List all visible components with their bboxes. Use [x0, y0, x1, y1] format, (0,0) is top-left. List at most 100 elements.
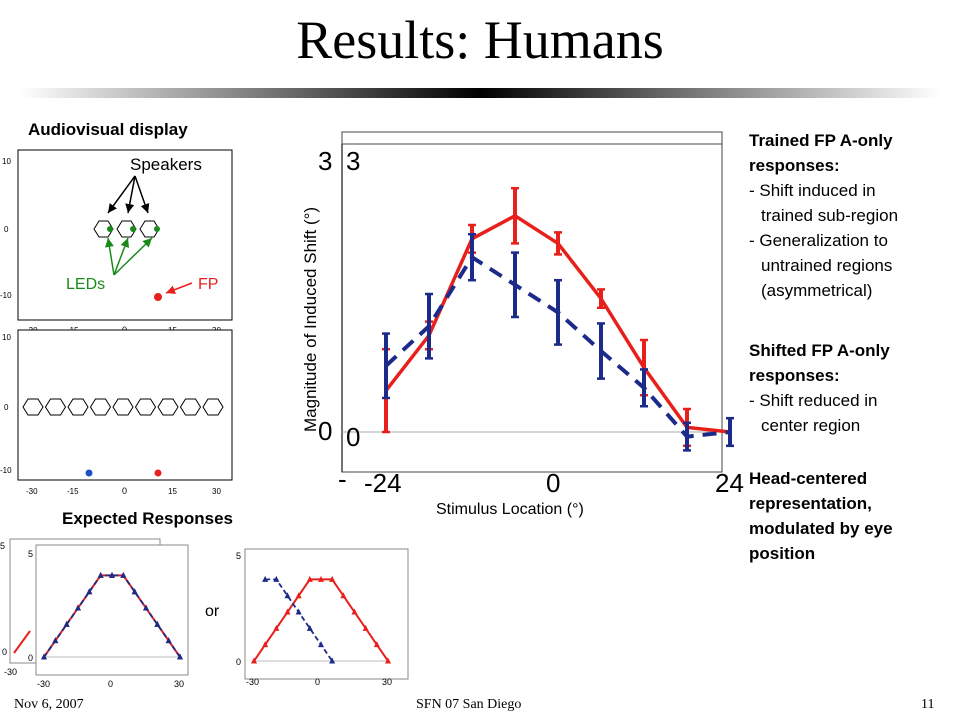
dash-mark: -	[338, 464, 347, 494]
shifted-bullet-1b: center region	[761, 416, 861, 435]
svg-text:0: 0	[108, 679, 113, 689]
data-marker	[52, 637, 59, 644]
xtick-right: 24	[715, 468, 744, 498]
svg-text:-30: -30	[37, 679, 50, 689]
fp-arrow	[165, 282, 193, 294]
data-marker	[262, 641, 269, 648]
svg-text:5: 5	[0, 541, 5, 551]
xtick: 0	[122, 486, 127, 496]
slide-title: Results: Humans	[296, 10, 664, 70]
ytick-mid: 0	[4, 225, 9, 234]
data-marker	[318, 641, 324, 648]
xtick: -30	[26, 487, 38, 496]
ytick-3: 3	[318, 146, 332, 176]
trained-bullet-2c: (asymmetrical)	[761, 281, 873, 300]
ytick-0-inner: 0	[346, 422, 360, 452]
data-marker	[340, 592, 347, 599]
data-marker	[273, 575, 280, 582]
x-axis-label: Stimulus Location (°)	[436, 501, 584, 518]
led-arrow	[113, 237, 153, 276]
fp-label: FP	[198, 276, 219, 293]
display-panel-bottom	[17, 329, 233, 481]
data-marker	[165, 637, 172, 644]
data-marker	[329, 657, 336, 664]
data-marker	[154, 620, 161, 627]
data-marker	[75, 604, 81, 611]
data-marker	[373, 641, 380, 648]
ytick-bottom: -10	[0, 291, 12, 300]
svg-text:-30: -30	[246, 677, 259, 687]
speaker-icon	[202, 398, 224, 416]
speakers-label: Speakers	[130, 155, 202, 174]
footer-conference: SFN 07 San Diego	[416, 697, 522, 712]
y-axis-label: Magnitude of Induced Shift (°)	[301, 207, 320, 432]
ytick-3-inner: 3	[346, 146, 360, 176]
trained-bullet-1: - Shift induced in	[749, 181, 876, 200]
footer-page-number: 11	[921, 697, 935, 712]
fixation-point	[154, 293, 162, 301]
data-marker	[86, 588, 93, 595]
display-heading: Audiovisual display	[28, 120, 188, 139]
speaker-icon	[179, 398, 202, 416]
footer-date: Nov 6, 2007	[14, 697, 84, 712]
speaker-icon	[89, 398, 112, 416]
data-marker	[318, 575, 324, 582]
data-marker	[251, 657, 257, 664]
data-marker	[41, 653, 47, 660]
trained-bullet-2: - Generalization to	[749, 231, 888, 250]
data-marker	[284, 592, 291, 599]
main-chart: 3 3 0 0 - -24 0 24 Magnitude of Induced …	[301, 131, 744, 518]
fixation-point	[154, 469, 162, 477]
head-centered-note: Head-centered representation, modulated …	[749, 469, 893, 563]
data-marker	[120, 571, 127, 578]
expected-responses: 5 0 -30 5 0 -30 0 30 5 0 -30 0 30	[0, 538, 409, 689]
svg-text:-30: -30	[4, 667, 17, 677]
svg-text:5: 5	[28, 549, 33, 559]
data-marker	[97, 571, 104, 578]
speaker-arrow	[107, 175, 136, 214]
xtick: 15	[168, 487, 177, 496]
svg-text:30: 30	[174, 679, 184, 689]
shifted-fixation-point	[85, 469, 93, 477]
data-marker	[351, 608, 358, 615]
expected-heading: Expected Responses	[62, 509, 234, 528]
data-marker	[306, 624, 313, 631]
svg-text:0: 0	[28, 653, 33, 663]
data-marker	[284, 608, 291, 615]
xtick-left: -24	[364, 468, 402, 498]
data-marker	[295, 608, 302, 615]
shifted-bullet-1: - Shift reduced in	[749, 391, 878, 410]
chart-frame	[341, 131, 723, 473]
data-marker	[362, 624, 369, 631]
led-arrow	[104, 237, 115, 276]
speaker-arrow	[134, 175, 150, 214]
data-marker	[63, 620, 70, 627]
speaker-array	[22, 398, 224, 416]
speaker-icon	[157, 398, 179, 416]
ytick-top: 10	[2, 333, 11, 342]
ytick-mid: 0	[4, 403, 9, 412]
led-dot	[107, 226, 113, 232]
data-marker	[109, 571, 115, 578]
data-marker	[329, 575, 336, 582]
ytick-0: 0	[318, 416, 332, 446]
expected-plot-1	[35, 544, 189, 676]
trained-heading: Trained FP A-only responses:	[749, 131, 893, 175]
data-marker	[131, 588, 138, 595]
shifted-heading: Shifted FP A-only responses:	[749, 341, 890, 385]
svg-text:0: 0	[315, 677, 320, 687]
ytick-bottom: -10	[0, 466, 12, 475]
speaker-icon	[22, 398, 44, 416]
xtick: 30	[212, 487, 221, 496]
data-marker	[143, 604, 149, 611]
xtick: -15	[67, 487, 79, 496]
speaker-arrow	[125, 175, 136, 214]
ytick-top: 10	[2, 157, 11, 166]
speaker-icon	[67, 398, 89, 416]
data-marker	[177, 653, 183, 660]
data-marker	[273, 624, 280, 631]
speaker-icon	[112, 398, 134, 416]
svg-text:0: 0	[2, 647, 7, 657]
back-panel-line	[13, 630, 31, 654]
data-marker	[385, 657, 391, 664]
